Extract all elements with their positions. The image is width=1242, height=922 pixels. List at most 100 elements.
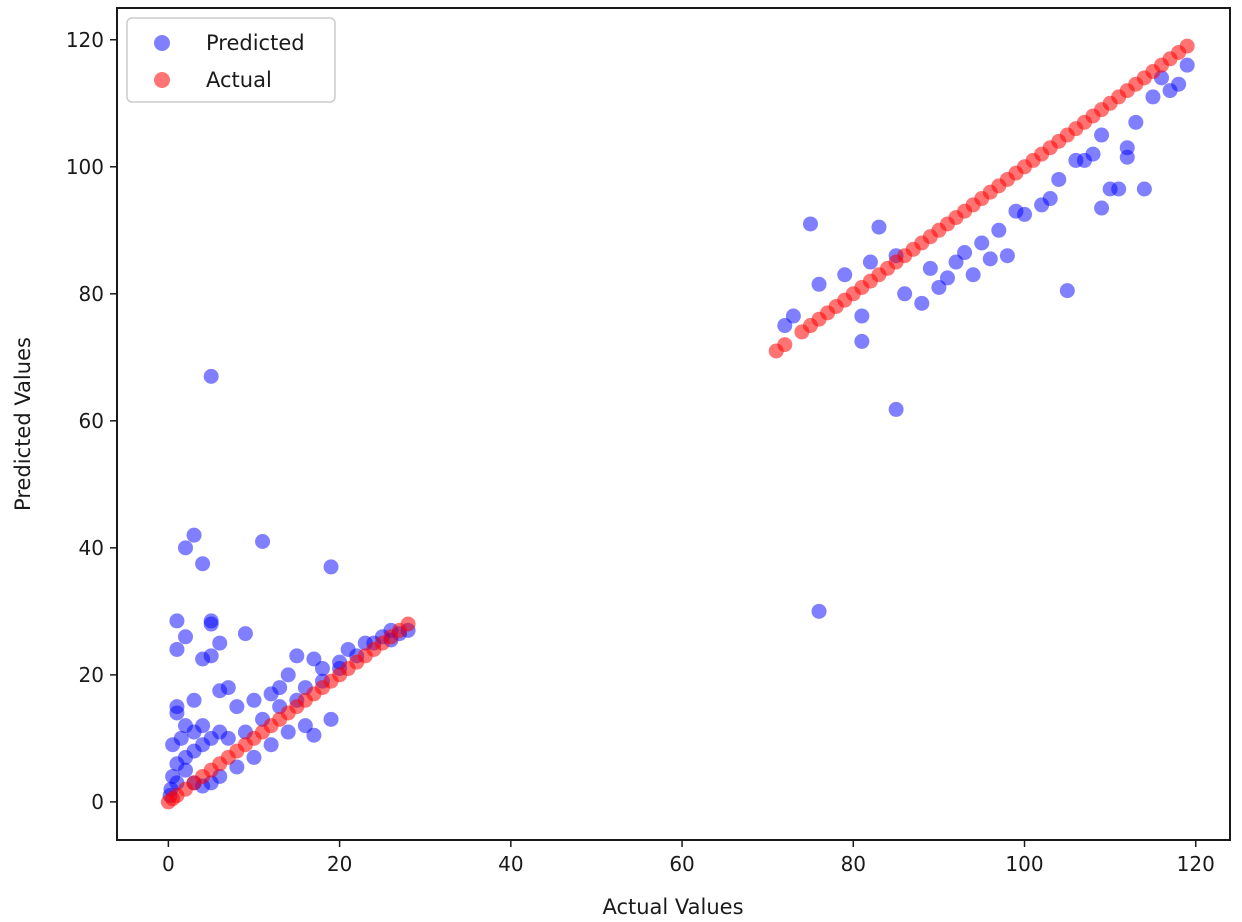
legend: Predicted Actual	[126, 17, 336, 103]
predicted-point	[1102, 181, 1118, 197]
legend-box	[126, 17, 336, 103]
predicted-point	[862, 254, 878, 270]
predicted-point	[1145, 89, 1161, 105]
predicted-point	[177, 540, 193, 556]
predicted-point	[1051, 171, 1067, 187]
predicted-point	[939, 270, 955, 286]
y-tick-label: 80	[79, 282, 104, 306]
predicted-point	[785, 308, 801, 324]
plot-area	[160, 38, 1195, 810]
y-axis-title: Predicted Values	[11, 337, 35, 511]
predicted-point	[177, 629, 193, 645]
predicted-point	[289, 648, 305, 664]
predicted-point	[837, 267, 853, 283]
x-tick-label: 100	[1005, 852, 1043, 876]
predicted-point	[246, 692, 262, 708]
predicted-point	[186, 692, 202, 708]
x-tick-label: 80	[841, 852, 866, 876]
predicted-point	[957, 245, 973, 261]
actual-point	[1179, 38, 1195, 54]
predicted-point	[306, 651, 322, 667]
predicted-point	[263, 737, 279, 753]
predicted-point	[811, 276, 827, 292]
x-tick-label: 120	[1177, 852, 1215, 876]
y-tick-label: 20	[79, 663, 104, 687]
predicted-point	[169, 613, 185, 629]
predicted-point	[169, 699, 185, 715]
predicted-point	[306, 727, 322, 743]
predicted-point	[1171, 76, 1187, 92]
x-tick-label: 0	[162, 852, 175, 876]
predicted-point	[1136, 181, 1152, 197]
predicted-point	[802, 216, 818, 232]
predicted-point	[1094, 127, 1110, 143]
predicted-point	[212, 635, 228, 651]
predicted-point	[1008, 203, 1024, 219]
predicted-point	[314, 661, 330, 677]
x-axis: 0 20 40 60 80 100 120	[162, 840, 1215, 876]
predicted-point	[854, 308, 870, 324]
predicted-point	[203, 368, 219, 384]
predicted-point	[323, 711, 339, 727]
y-tick-label: 60	[79, 409, 104, 433]
actual-point	[400, 616, 416, 632]
predicted-point	[991, 222, 1007, 238]
y-axis: 0 20 40 60 80 100 120	[66, 28, 117, 814]
predicted-point	[922, 260, 938, 276]
predicted-point	[965, 267, 981, 283]
predicted-point	[931, 279, 947, 295]
predicted-point	[811, 603, 827, 619]
predicted-point	[914, 295, 930, 311]
predicted-point	[195, 556, 211, 572]
y-tick-label: 0	[91, 790, 104, 814]
predicted-point	[169, 641, 185, 657]
predicted-point	[229, 759, 245, 775]
predicted-point	[220, 730, 236, 746]
predicted-point	[999, 248, 1015, 264]
legend-label-actual: Actual	[206, 68, 272, 92]
predicted-point	[280, 667, 296, 683]
predicted-point	[1085, 146, 1101, 162]
predicted-point	[897, 286, 913, 302]
predicted-point	[229, 699, 245, 715]
predicted-point	[280, 724, 296, 740]
predicted-point	[1094, 200, 1110, 216]
predicted-point	[1034, 197, 1050, 213]
predicted-point	[323, 559, 339, 575]
predicted-point	[777, 318, 793, 334]
x-tick-label: 60	[669, 852, 694, 876]
y-tick-label: 120	[66, 28, 104, 52]
predicted-point	[1119, 149, 1135, 165]
x-tick-label: 40	[498, 852, 523, 876]
predicted-point	[871, 219, 887, 235]
predicted-point	[1128, 114, 1144, 130]
predicted-point	[854, 333, 870, 349]
predicted-point	[186, 527, 202, 543]
actual-point	[777, 337, 793, 353]
predicted-point	[982, 251, 998, 267]
predicted-point	[173, 730, 189, 746]
predicted-point	[237, 626, 253, 642]
predicted-point	[1059, 283, 1075, 299]
y-tick-label: 40	[79, 536, 104, 560]
predicted-point	[255, 533, 271, 549]
predicted-point	[203, 616, 219, 632]
legend-marker-predicted	[154, 35, 170, 51]
predicted-point	[888, 401, 904, 417]
predicted-point	[948, 254, 964, 270]
predicted-point	[1068, 152, 1084, 168]
predicted-point	[1179, 57, 1195, 73]
x-tick-label: 20	[327, 852, 352, 876]
predicted-point	[203, 648, 219, 664]
predicted-point	[220, 680, 236, 696]
y-tick-label: 100	[66, 155, 104, 179]
legend-label-predicted: Predicted	[206, 31, 305, 55]
predicted-point	[246, 749, 262, 765]
legend-marker-actual	[154, 72, 170, 88]
x-axis-title: Actual Values	[602, 895, 743, 919]
predicted-point	[974, 235, 990, 251]
predicted-point	[297, 718, 313, 734]
predicted-point	[195, 718, 211, 734]
predicted-point	[272, 680, 288, 696]
